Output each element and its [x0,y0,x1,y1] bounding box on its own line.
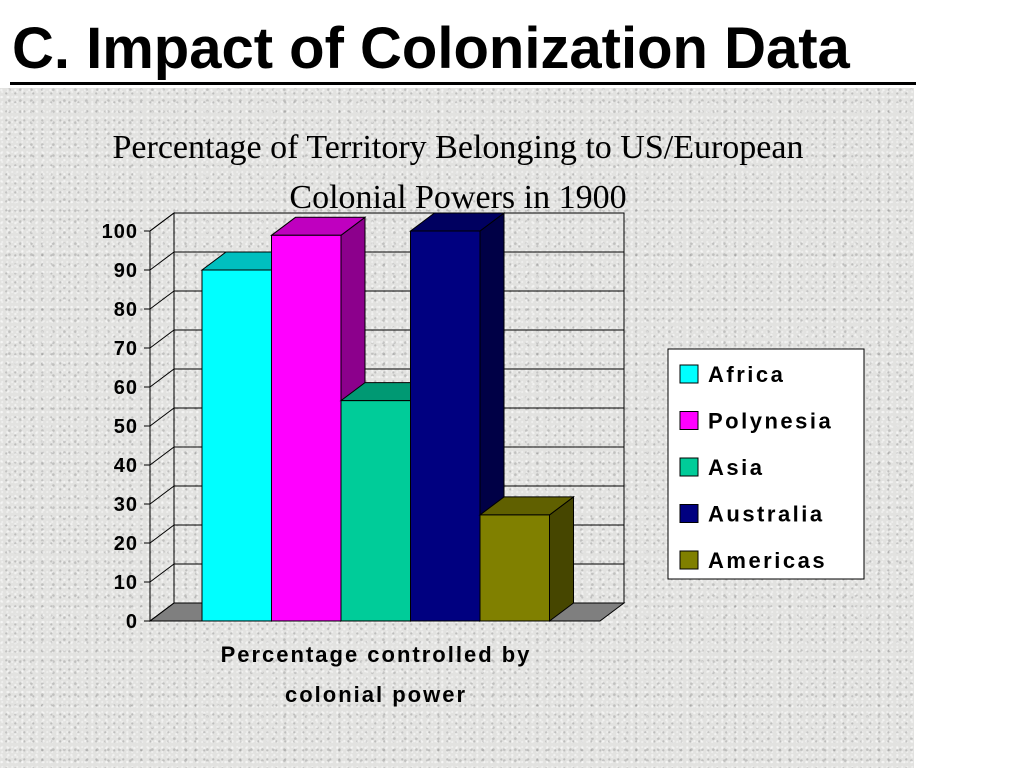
slide-title: C. Impact of Colonization Data [12,16,850,81]
legend-item-polynesia: Polynesia [679,409,833,434]
legend-label: Polynesia [708,409,833,434]
legend-item-americas: Americas [679,548,827,573]
bar-front [271,234,342,622]
y-tick-label: 40 [114,455,138,477]
bar-americas [478,495,576,622]
bar-front [479,514,550,622]
x-axis-label-line-1: Percentage controlled by [221,642,532,667]
y-tick-label: 20 [114,533,138,555]
legend-swatch [679,364,699,384]
legend-box [667,348,865,580]
legend-label: Asia [708,455,764,480]
y-tick-label: 90 [114,260,138,282]
y-tick-label: 60 [114,377,138,399]
y-tick-label: 70 [114,338,138,360]
legend-swatch [679,550,699,570]
bar-front [201,269,272,622]
bar-front [410,230,481,622]
legend: Africa Polynesia Asia Australia Americas [667,348,865,580]
legend-item-asia: Asia [679,455,764,480]
legend-swatch [679,457,699,477]
y-axis-ticks: 0 10 20 30 40 50 60 70 80 90 100 [102,221,150,633]
y-tick-label: 0 [126,611,138,633]
legend-label: Americas [708,548,827,573]
y-tick-label: 50 [114,416,138,438]
chart-title-line-1: Percentage of Territory Belonging to US/… [113,129,804,166]
legend-label: Africa [708,362,785,387]
legend-swatch [679,411,699,430]
legend-label: Australia [708,502,825,527]
bars [200,212,576,622]
bar-front [340,400,411,622]
title-underline [10,82,916,85]
y-tick-label: 30 [114,494,138,516]
y-tick-label: 80 [114,299,138,321]
x-axis-label-line-2: colonial power [285,682,467,707]
legend-swatch [679,504,699,523]
bar-side [549,495,574,622]
legend-item-australia: Australia [679,502,825,527]
legend-item-africa: Africa [679,362,785,387]
chart-title-line-2: Colonial Powers in 1900 [289,179,626,216]
y-tick-label: 10 [114,572,138,594]
y-tick-label: 100 [102,221,138,243]
